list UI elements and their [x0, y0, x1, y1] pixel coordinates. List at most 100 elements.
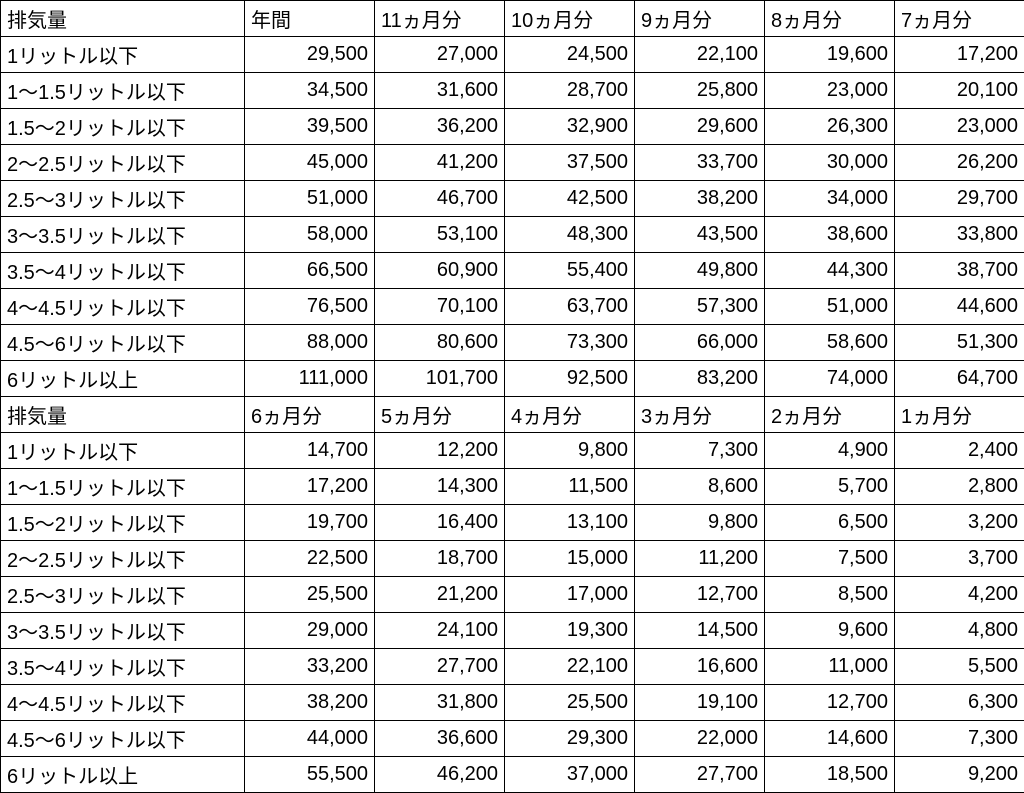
- row-value: 4,900: [765, 433, 895, 469]
- row-value: 5,700: [765, 469, 895, 505]
- table-header-cell: 排気量: [1, 1, 245, 37]
- table-header-cell: 年間: [245, 1, 375, 37]
- row-value: 18,700: [375, 541, 505, 577]
- row-label: 1～1.5リットル以下: [1, 469, 245, 505]
- row-value: 14,500: [635, 613, 765, 649]
- table-header-cell: 6ヵ月分: [245, 397, 375, 433]
- table-header-cell: 10ヵ月分: [505, 1, 635, 37]
- row-value: 30,000: [765, 145, 895, 181]
- row-value: 2,800: [895, 469, 1024, 505]
- row-value: 22,100: [505, 649, 635, 685]
- row-value: 3,200: [895, 505, 1024, 541]
- row-value: 32,900: [505, 109, 635, 145]
- row-value: 21,200: [375, 577, 505, 613]
- row-value: 11,000: [765, 649, 895, 685]
- table-row: 4～4.5リットル以下38,20031,80025,50019,10012,70…: [1, 685, 1024, 721]
- row-value: 58,600: [765, 325, 895, 361]
- table-header-cell: 9ヵ月分: [635, 1, 765, 37]
- row-value: 6,300: [895, 685, 1024, 721]
- row-value: 6,500: [765, 505, 895, 541]
- table-row: 3～3.5リットル以下29,00024,10019,30014,5009,600…: [1, 613, 1024, 649]
- row-value: 8,500: [765, 577, 895, 613]
- table-header-row: 排気量年間11ヵ月分10ヵ月分9ヵ月分8ヵ月分7ヵ月分: [1, 1, 1024, 37]
- table-header-cell: 3ヵ月分: [635, 397, 765, 433]
- row-value: 4,200: [895, 577, 1024, 613]
- row-label: 3～3.5リットル以下: [1, 613, 245, 649]
- row-value: 17,200: [245, 469, 375, 505]
- row-value: 83,200: [635, 361, 765, 397]
- row-value: 36,200: [375, 109, 505, 145]
- row-value: 29,000: [245, 613, 375, 649]
- row-value: 12,700: [635, 577, 765, 613]
- table-row: 1リットル以下14,70012,2009,8007,3004,9002,400: [1, 433, 1024, 469]
- row-label: 1リットル以下: [1, 37, 245, 73]
- row-value: 51,300: [895, 325, 1024, 361]
- table-header-cell: 5ヵ月分: [375, 397, 505, 433]
- row-value: 11,500: [505, 469, 635, 505]
- row-label: 1～1.5リットル以下: [1, 73, 245, 109]
- table-header-cell: 4ヵ月分: [505, 397, 635, 433]
- table-row: 1～1.5リットル以下17,20014,30011,5008,6005,7002…: [1, 469, 1024, 505]
- row-label: 1リットル以下: [1, 433, 245, 469]
- table-row: 3.5～4リットル以下66,50060,90055,40049,80044,30…: [1, 253, 1024, 289]
- row-value: 9,800: [635, 505, 765, 541]
- row-value: 27,000: [375, 37, 505, 73]
- table-row: 3～3.5リットル以下58,00053,10048,30043,50038,60…: [1, 217, 1024, 253]
- row-value: 8,600: [635, 469, 765, 505]
- row-value: 7,500: [765, 541, 895, 577]
- row-value: 44,300: [765, 253, 895, 289]
- row-value: 4,800: [895, 613, 1024, 649]
- row-value: 46,700: [375, 181, 505, 217]
- row-value: 16,600: [635, 649, 765, 685]
- table-header-row: 排気量6ヵ月分5ヵ月分4ヵ月分3ヵ月分2ヵ月分1ヵ月分: [1, 397, 1024, 433]
- table-header-cell: 1ヵ月分: [895, 397, 1024, 433]
- row-value: 36,600: [375, 721, 505, 757]
- row-value: 41,200: [375, 145, 505, 181]
- row-value: 44,000: [245, 721, 375, 757]
- row-value: 33,200: [245, 649, 375, 685]
- row-value: 66,500: [245, 253, 375, 289]
- row-value: 27,700: [635, 757, 765, 793]
- table-row: 4.5～6リットル以下44,00036,60029,30022,00014,60…: [1, 721, 1024, 757]
- table-row: 6リットル以上111,000101,70092,50083,20074,0006…: [1, 361, 1024, 397]
- row-value: 66,000: [635, 325, 765, 361]
- tax-table: 排気量年間11ヵ月分10ヵ月分9ヵ月分8ヵ月分7ヵ月分1リットル以下29,500…: [0, 0, 1024, 793]
- row-value: 70,100: [375, 289, 505, 325]
- row-value: 111,000: [245, 361, 375, 397]
- row-value: 24,500: [505, 37, 635, 73]
- row-value: 27,700: [375, 649, 505, 685]
- row-value: 14,300: [375, 469, 505, 505]
- row-value: 63,700: [505, 289, 635, 325]
- row-value: 38,600: [765, 217, 895, 253]
- row-value: 7,300: [635, 433, 765, 469]
- row-value: 51,000: [765, 289, 895, 325]
- row-value: 9,200: [895, 757, 1024, 793]
- row-value: 46,200: [375, 757, 505, 793]
- row-value: 38,700: [895, 253, 1024, 289]
- row-value: 14,600: [765, 721, 895, 757]
- row-value: 17,200: [895, 37, 1024, 73]
- table-row: 1～1.5リットル以下34,50031,60028,70025,80023,00…: [1, 73, 1024, 109]
- row-value: 15,000: [505, 541, 635, 577]
- table-row: 4.5～6リットル以下88,00080,60073,30066,00058,60…: [1, 325, 1024, 361]
- row-label: 3～3.5リットル以下: [1, 217, 245, 253]
- row-value: 24,100: [375, 613, 505, 649]
- row-value: 2,400: [895, 433, 1024, 469]
- row-value: 9,800: [505, 433, 635, 469]
- table-header-cell: 11ヵ月分: [375, 1, 505, 37]
- row-value: 5,500: [895, 649, 1024, 685]
- table-row: 1.5～2リットル以下19,70016,40013,1009,8006,5003…: [1, 505, 1024, 541]
- row-value: 29,700: [895, 181, 1024, 217]
- row-label: 3.5～4リットル以下: [1, 253, 245, 289]
- row-value: 22,500: [245, 541, 375, 577]
- row-value: 29,300: [505, 721, 635, 757]
- row-value: 18,500: [765, 757, 895, 793]
- row-value: 25,500: [245, 577, 375, 613]
- row-label: 4～4.5リットル以下: [1, 685, 245, 721]
- row-label: 1.5～2リットル以下: [1, 109, 245, 145]
- row-value: 31,600: [375, 73, 505, 109]
- row-label: 4.5～6リットル以下: [1, 325, 245, 361]
- row-value: 45,000: [245, 145, 375, 181]
- row-value: 39,500: [245, 109, 375, 145]
- table-row: 1.5～2リットル以下39,50036,20032,90029,60026,30…: [1, 109, 1024, 145]
